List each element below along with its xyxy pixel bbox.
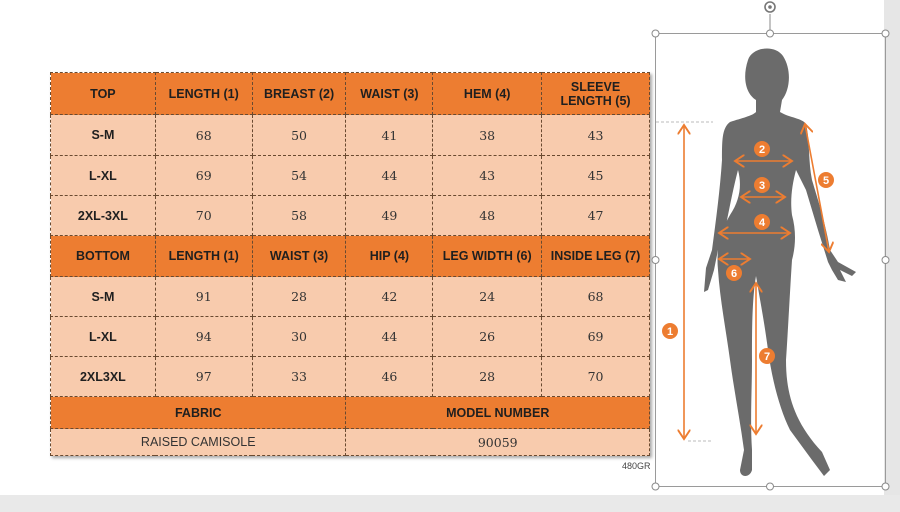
value-cell: 28	[251, 276, 347, 317]
fabric-value: RAISED CAMISOLE	[49, 428, 347, 456]
sleeve-arrow	[805, 124, 829, 252]
value-cell: 45	[541, 155, 650, 196]
value-cell: 94	[154, 316, 253, 357]
rotate-handle-icon	[764, 1, 776, 13]
resize-handle	[881, 482, 890, 491]
value-cell: 44	[345, 155, 434, 196]
resize-handle	[881, 29, 890, 38]
header-cell: BOTTOM	[50, 235, 156, 277]
value-cell: 69	[154, 155, 253, 196]
value-cell: 42	[345, 276, 434, 317]
resize-handle	[881, 256, 890, 264]
value-cell: 28	[432, 356, 543, 397]
table-row: S-M 91 28 42 24 68	[50, 276, 650, 317]
size-cell: 2XL3XL	[50, 356, 156, 397]
resize-handle	[651, 29, 660, 38]
value-cell: 47	[541, 195, 650, 236]
weight-caption: 480GR	[622, 461, 651, 471]
marker-badge-4: 4	[754, 214, 770, 230]
model-number-label: MODEL NUMBER	[345, 396, 650, 429]
selection-frame[interactable]	[651, 1, 890, 491]
table-row: S-M 68 50 41 38 43	[50, 114, 650, 156]
model-number-value: 90059	[345, 428, 650, 456]
header-cell: LENGTH (1)	[154, 72, 253, 115]
fabric-header-row: FABRIC MODEL NUMBER	[49, 396, 650, 429]
resize-handle	[766, 29, 774, 38]
header-cell: HIP (4)	[345, 235, 434, 277]
size-cell: S-M	[50, 114, 156, 156]
fabric-label: FABRIC	[49, 396, 347, 429]
value-cell: 44	[345, 316, 434, 357]
size-cell: S-M	[50, 276, 156, 317]
resize-handle	[651, 482, 660, 491]
value-cell: 70	[154, 195, 253, 236]
marker-badge-7: 7	[759, 348, 775, 364]
marker-badge-2: 2	[754, 141, 770, 157]
value-cell: 30	[251, 316, 347, 357]
svg-text:6: 6	[731, 268, 737, 280]
table-row: 2XL-3XL 70 58 49 48 47	[50, 195, 650, 236]
svg-text:4: 4	[759, 217, 766, 229]
value-cell: 50	[251, 114, 347, 156]
value-cell: 68	[541, 276, 650, 317]
value-cell: 69	[541, 316, 650, 357]
svg-text:7: 7	[764, 351, 770, 363]
value-cell: 58	[251, 195, 347, 236]
marker-badge-3: 3	[754, 177, 770, 193]
value-cell: 48	[432, 195, 543, 236]
header-cell: HEM (4)	[432, 72, 543, 115]
marker-badge-6: 6	[726, 265, 742, 281]
svg-text:3: 3	[759, 180, 765, 192]
header-cell: WAIST (3)	[345, 72, 434, 115]
fabric-value-row: RAISED CAMISOLE 90059	[49, 428, 650, 456]
value-cell: 91	[154, 276, 253, 317]
header-cell: LENGTH (1)	[154, 235, 253, 277]
marker-badge-5: 5	[818, 172, 834, 188]
measurement-arrows	[684, 124, 829, 439]
vertical-scrollbar[interactable]	[884, 0, 900, 512]
value-cell: 24	[432, 276, 543, 317]
value-cell: 33	[251, 356, 347, 397]
svg-text:2: 2	[759, 144, 765, 156]
value-cell: 26	[432, 316, 543, 357]
resize-handle	[651, 256, 660, 264]
size-cell: 2XL-3XL	[50, 195, 156, 236]
resize-handle	[766, 482, 774, 491]
table-row: L-XL 94 30 44 26 69	[50, 316, 650, 357]
value-cell: 43	[541, 114, 650, 156]
body-silhouette	[704, 48, 856, 476]
top-header-row: TOP LENGTH (1) BREAST (2) WAIST (3) HEM …	[50, 72, 650, 115]
bottom-bar	[0, 495, 900, 512]
size-chart-table: TOP LENGTH (1) BREAST (2) WAIST (3) HEM …	[49, 72, 650, 456]
value-cell: 43	[432, 155, 543, 196]
header-cell: BREAST (2)	[251, 72, 347, 115]
header-cell: SLEEVE LENGTH (5)	[541, 72, 650, 115]
svg-text:1: 1	[667, 326, 673, 338]
value-cell: 41	[345, 114, 434, 156]
value-cell: 38	[432, 114, 543, 156]
header-cell: LEG WIDTH (6)	[432, 235, 543, 277]
value-cell: 70	[541, 356, 650, 397]
svg-text:5: 5	[823, 175, 829, 187]
marker-badge-1: 1	[662, 323, 678, 339]
value-cell: 49	[345, 195, 434, 236]
